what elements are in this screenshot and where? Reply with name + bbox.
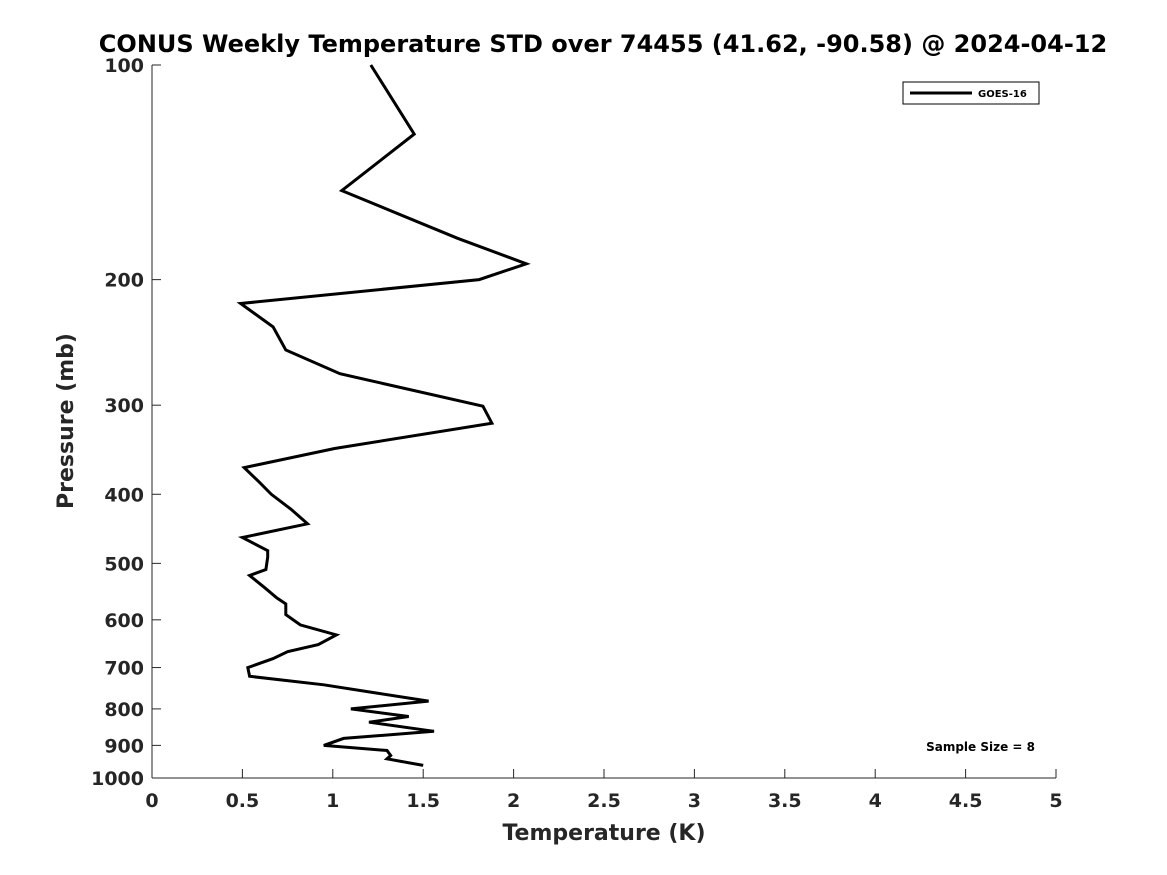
y-tick-label: 300 <box>104 395 144 417</box>
y-tick-label: 400 <box>104 484 144 506</box>
y-tick-label: 600 <box>104 610 144 632</box>
x-tick-label: 4 <box>869 790 882 812</box>
y-axis-label: Pressure (mb) <box>54 333 79 509</box>
x-tick-label: 2.5 <box>587 790 621 812</box>
y-tick-label: 1000 <box>91 768 144 790</box>
series-line-goes16 <box>236 64 531 767</box>
y-axis-ticks: 100 200 300 400 500 600 700 800 900 1000 <box>91 55 161 790</box>
y-tick-label: 500 <box>104 553 144 575</box>
sample-size-annotation: Sample Size = 8 <box>926 740 1035 754</box>
x-tick-label: 1.5 <box>406 790 440 812</box>
y-tick-label: 100 <box>104 55 144 77</box>
y-tick-label: 200 <box>104 270 144 292</box>
legend-label-goes16: GOES-16 <box>978 89 1027 100</box>
y-tick-label: 800 <box>104 699 144 721</box>
x-tick-label: 5 <box>1049 790 1062 812</box>
x-axis-ticks: 0 0.5 1 1.5 2 2.5 3 3.5 4 4.5 5 <box>145 769 1063 812</box>
x-axis-label: Temperature (K) <box>502 821 705 846</box>
x-tick-label: 2 <box>507 790 520 812</box>
legend: GOES-16 <box>902 81 1040 105</box>
x-tick-label: 3.5 <box>768 790 802 812</box>
x-tick-label: 0 <box>145 790 158 812</box>
x-tick-label: 0.5 <box>226 790 260 812</box>
y-tick-label: 700 <box>104 658 144 680</box>
x-tick-label: 4.5 <box>949 790 983 812</box>
x-tick-label: 1 <box>326 790 339 812</box>
y-tick-label: 900 <box>104 735 144 757</box>
chart-title: CONUS Weekly Temperature STD over 74455 … <box>99 30 1107 58</box>
x-tick-label: 3 <box>688 790 701 812</box>
